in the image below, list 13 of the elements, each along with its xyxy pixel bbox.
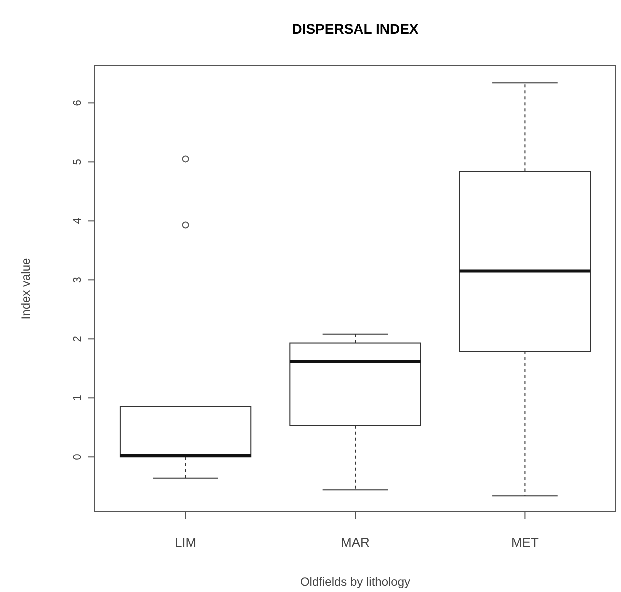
chart-title: DISPERSAL INDEX — [292, 21, 420, 37]
x-tick-label: LIM — [174, 535, 197, 550]
x-tick-label: MAR — [341, 535, 370, 550]
y-tick-label: 4 — [72, 218, 84, 224]
y-tick-label: 1 — [72, 395, 84, 402]
y-tick-label: 6 — [72, 100, 84, 106]
y-axis-title: Index value — [19, 258, 33, 320]
x-tick-label: MET — [511, 535, 539, 550]
y-tick-label: 3 — [72, 277, 84, 284]
y-tick-label: 0 — [72, 454, 84, 460]
y-tick-label: 2 — [72, 336, 84, 342]
x-axis-title: Oldfields by lithology — [300, 575, 411, 589]
y-tick-label: 5 — [72, 159, 84, 166]
